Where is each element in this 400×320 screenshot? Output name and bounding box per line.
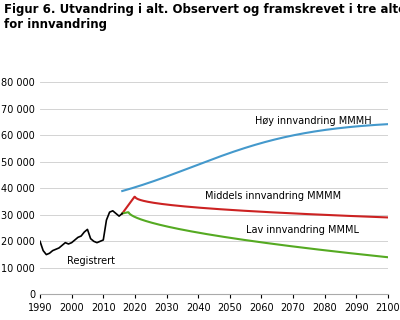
Text: Figur 6. Utvandring i alt. Observert og framskrevet i tre alternativer
for innva: Figur 6. Utvandring i alt. Observert og … <box>4 3 400 31</box>
Text: Registrert: Registrert <box>67 256 115 266</box>
Text: Høy innvandring MMMH: Høy innvandring MMMH <box>255 116 372 126</box>
Text: Middels innvandring MMMM: Middels innvandring MMMM <box>204 191 341 201</box>
Text: Lav innvandring MMML: Lav innvandring MMML <box>246 225 359 235</box>
